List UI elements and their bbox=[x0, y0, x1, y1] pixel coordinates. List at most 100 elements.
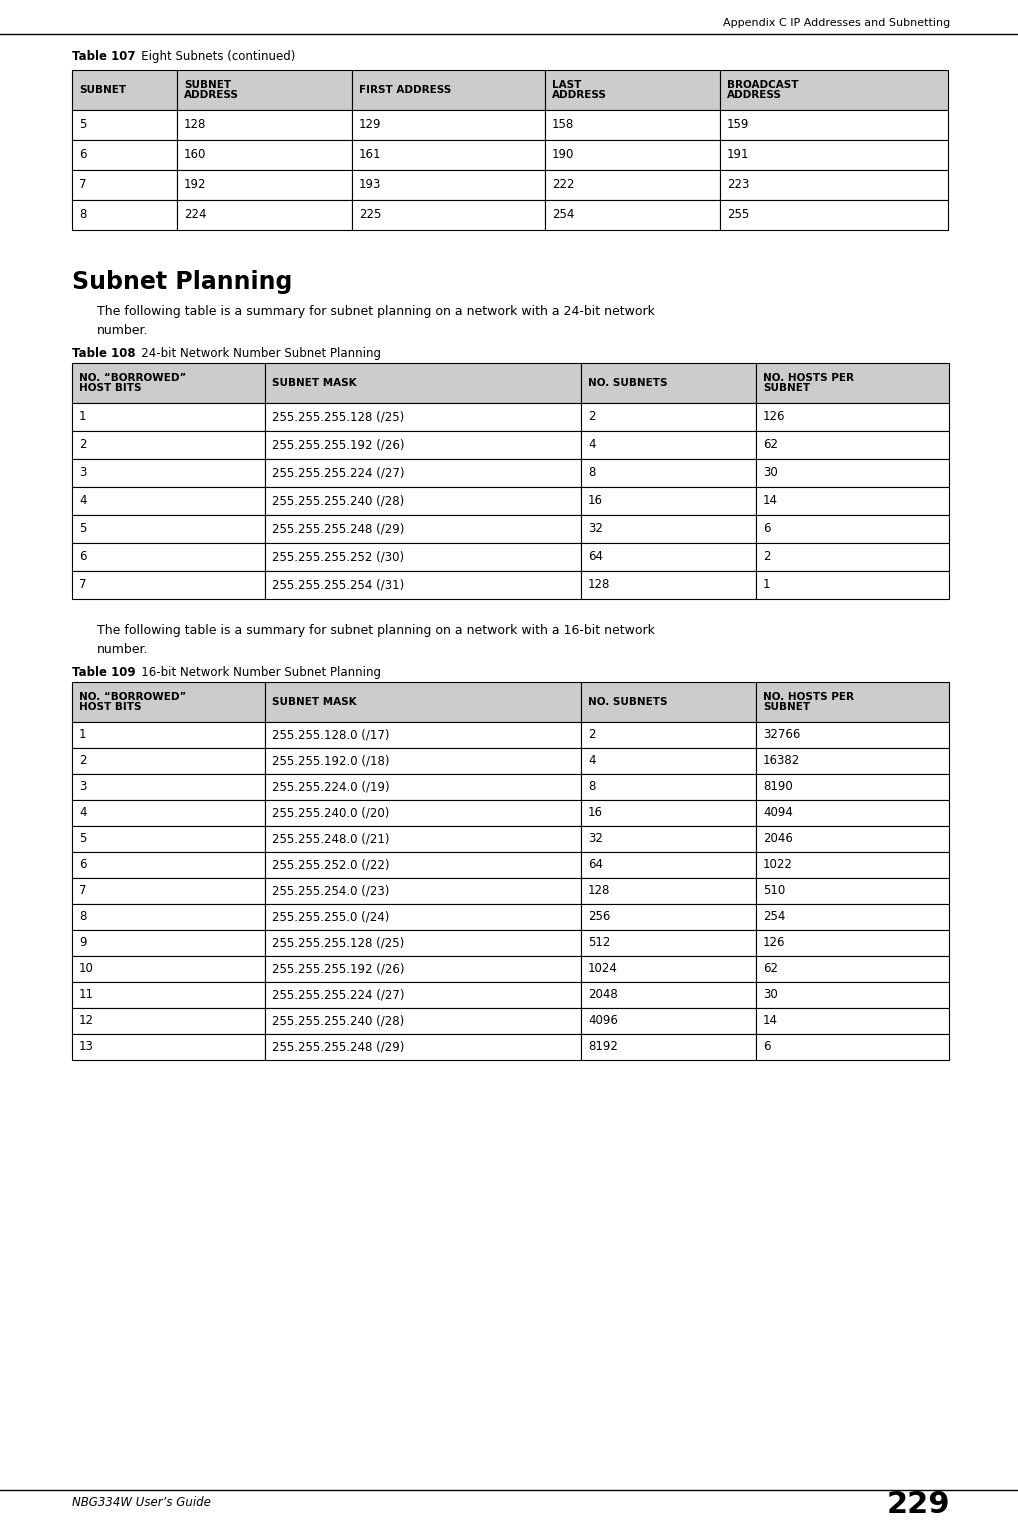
Text: 255.255.255.192 (/26): 255.255.255.192 (/26) bbox=[272, 963, 404, 975]
Bar bbox=[72, 826, 265, 852]
Text: 10: 10 bbox=[79, 963, 94, 975]
Text: 3: 3 bbox=[79, 466, 87, 480]
Bar bbox=[545, 140, 720, 171]
Bar bbox=[581, 543, 756, 572]
Bar bbox=[720, 70, 948, 110]
Bar bbox=[72, 1007, 265, 1033]
Text: NO. SUBNETS: NO. SUBNETS bbox=[588, 696, 668, 707]
Text: 5: 5 bbox=[79, 119, 87, 131]
Text: 128: 128 bbox=[588, 884, 611, 898]
Bar bbox=[72, 572, 265, 599]
Bar bbox=[756, 515, 949, 543]
Text: 8: 8 bbox=[588, 466, 596, 480]
Bar bbox=[581, 956, 756, 981]
Bar bbox=[72, 683, 265, 722]
Text: 255.255.255.224 (/27): 255.255.255.224 (/27) bbox=[272, 466, 404, 480]
Text: 159: 159 bbox=[727, 119, 749, 131]
Text: 3: 3 bbox=[79, 780, 87, 794]
Text: 11: 11 bbox=[79, 989, 94, 1001]
Bar bbox=[352, 200, 545, 230]
Bar bbox=[756, 543, 949, 572]
Bar bbox=[72, 800, 265, 826]
Bar bbox=[545, 200, 720, 230]
Bar bbox=[720, 110, 948, 140]
Text: Appendix C IP Addresses and Subnetting: Appendix C IP Addresses and Subnetting bbox=[723, 18, 950, 27]
Bar bbox=[265, 981, 581, 1007]
Text: 16-bit Network Number Subnet Planning: 16-bit Network Number Subnet Planning bbox=[130, 666, 381, 680]
Bar bbox=[265, 1007, 581, 1033]
Text: 255.255.255.224 (/27): 255.255.255.224 (/27) bbox=[272, 989, 404, 1001]
Text: 64: 64 bbox=[588, 550, 603, 564]
Bar bbox=[72, 1033, 265, 1061]
Text: NO. HOSTS PER: NO. HOSTS PER bbox=[764, 692, 854, 703]
Text: NO. “BORROWED”: NO. “BORROWED” bbox=[79, 373, 186, 383]
Text: 14: 14 bbox=[764, 494, 778, 507]
Text: 255.255.192.0 (/18): 255.255.192.0 (/18) bbox=[272, 754, 390, 768]
Bar bbox=[72, 431, 265, 459]
Text: 512: 512 bbox=[588, 937, 611, 949]
Text: 24-bit Network Number Subnet Planning: 24-bit Network Number Subnet Planning bbox=[130, 347, 381, 360]
Text: 255.255.255.0 (/24): 255.255.255.0 (/24) bbox=[272, 910, 389, 924]
Text: 126: 126 bbox=[764, 937, 786, 949]
Text: SUBNET: SUBNET bbox=[184, 81, 231, 90]
Bar bbox=[756, 981, 949, 1007]
Bar bbox=[756, 488, 949, 515]
Text: 510: 510 bbox=[764, 884, 785, 898]
Text: 126: 126 bbox=[764, 410, 786, 424]
Text: Subnet Planning: Subnet Planning bbox=[72, 270, 292, 294]
Text: 9: 9 bbox=[79, 937, 87, 949]
Bar bbox=[352, 70, 545, 110]
Bar bbox=[581, 459, 756, 488]
Bar bbox=[352, 140, 545, 171]
Text: SUBNET MASK: SUBNET MASK bbox=[272, 696, 356, 707]
Bar bbox=[265, 956, 581, 981]
Text: NBG334W User’s Guide: NBG334W User’s Guide bbox=[72, 1497, 211, 1509]
Bar bbox=[265, 800, 581, 826]
Bar bbox=[177, 70, 352, 110]
Text: 8: 8 bbox=[588, 780, 596, 794]
Bar bbox=[581, 722, 756, 748]
Text: 1022: 1022 bbox=[764, 858, 793, 872]
Text: 1: 1 bbox=[764, 579, 771, 591]
Text: NO. SUBNETS: NO. SUBNETS bbox=[588, 378, 668, 389]
Text: 62: 62 bbox=[764, 963, 778, 975]
Bar bbox=[72, 171, 177, 200]
Bar bbox=[72, 543, 265, 572]
Bar bbox=[756, 748, 949, 774]
Text: 4094: 4094 bbox=[764, 806, 793, 820]
Text: 229: 229 bbox=[887, 1490, 950, 1519]
Text: BROADCAST: BROADCAST bbox=[727, 81, 798, 90]
Bar bbox=[265, 515, 581, 543]
Text: 8190: 8190 bbox=[764, 780, 793, 794]
Text: 255.255.255.128 (/25): 255.255.255.128 (/25) bbox=[272, 937, 404, 949]
Text: 255.255.254.0 (/23): 255.255.254.0 (/23) bbox=[272, 884, 389, 898]
Bar bbox=[72, 748, 265, 774]
Bar bbox=[756, 722, 949, 748]
Bar bbox=[72, 402, 265, 431]
Text: 2: 2 bbox=[588, 728, 596, 742]
Text: 224: 224 bbox=[184, 209, 207, 221]
Text: ADDRESS: ADDRESS bbox=[552, 90, 607, 99]
Bar bbox=[756, 1007, 949, 1033]
Text: 6: 6 bbox=[79, 148, 87, 162]
Text: 161: 161 bbox=[359, 148, 382, 162]
Bar bbox=[756, 800, 949, 826]
Bar bbox=[72, 930, 265, 956]
Bar bbox=[581, 363, 756, 402]
Bar bbox=[72, 488, 265, 515]
Text: Table 109: Table 109 bbox=[72, 666, 135, 680]
Text: 6: 6 bbox=[764, 523, 771, 535]
Text: Table 108: Table 108 bbox=[72, 347, 135, 360]
Bar bbox=[720, 200, 948, 230]
Text: 225: 225 bbox=[359, 209, 382, 221]
Bar bbox=[72, 110, 177, 140]
Bar bbox=[545, 70, 720, 110]
Text: LAST: LAST bbox=[552, 81, 581, 90]
Bar bbox=[581, 852, 756, 878]
Text: Eight Subnets (continued): Eight Subnets (continued) bbox=[130, 50, 295, 62]
Bar bbox=[581, 748, 756, 774]
Text: 2: 2 bbox=[764, 550, 771, 564]
Text: 62: 62 bbox=[764, 439, 778, 451]
Text: NO. HOSTS PER: NO. HOSTS PER bbox=[764, 373, 854, 383]
Text: 5: 5 bbox=[79, 832, 87, 846]
